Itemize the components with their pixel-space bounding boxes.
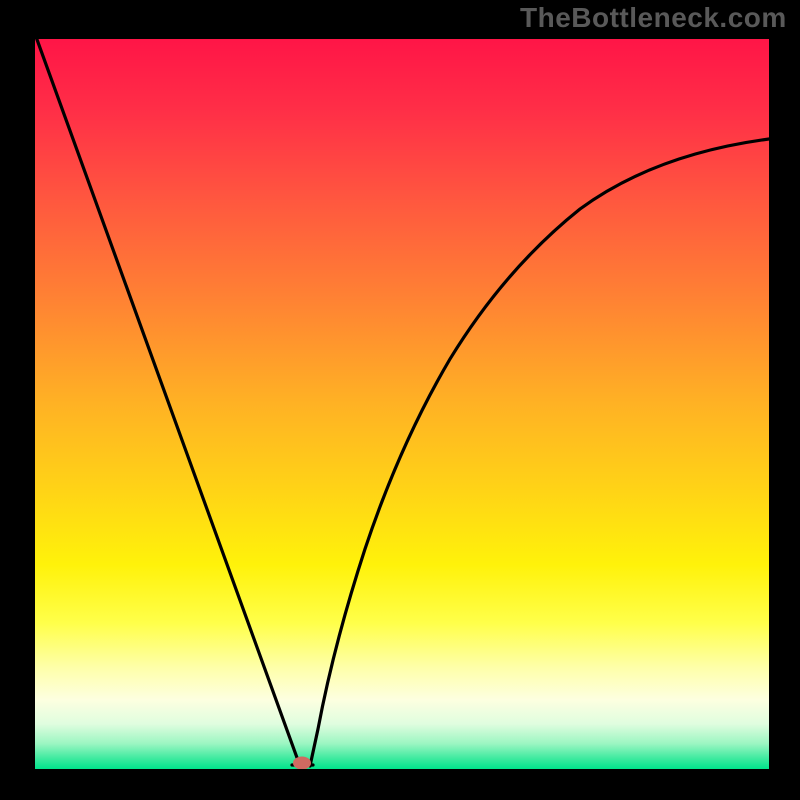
plot-frame	[32, 36, 772, 772]
watermark: TheBottleneck.com	[520, 2, 787, 34]
